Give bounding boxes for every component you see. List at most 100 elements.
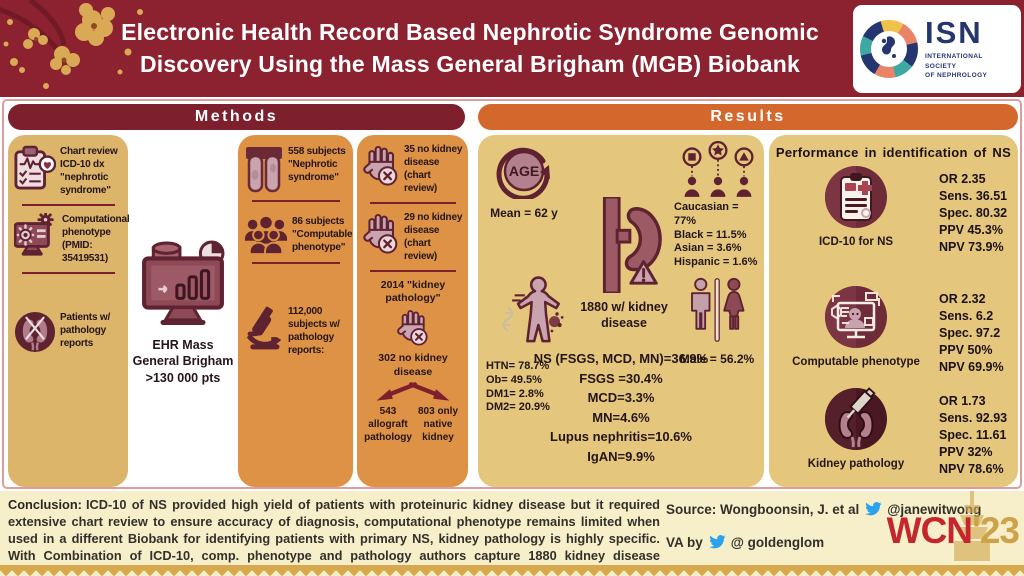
cohort-item-label: 112,000 subjects w/ pathology reports: (288, 306, 340, 356)
kidney-biopsy-icon (14, 311, 56, 353)
poster-title: Electronic Health Record Based Nephrotic… (121, 18, 819, 77)
twitter-icon[interactable] (864, 500, 882, 518)
results-cohort-card: AGE Mean = 62 y Cauca (478, 135, 764, 487)
divider (22, 272, 115, 274)
age-icon-label: AGE (509, 163, 539, 179)
branch-right-label: 803 only native kidney (417, 405, 459, 443)
va-prefix: VA by (666, 534, 703, 550)
exclusion-item-1: 35 no kidney disease (chart review) (362, 143, 464, 195)
isn-acronym: ISN (925, 14, 983, 50)
cohort-item-nephrotic: 558 subjects "Nephrotic syndrome" (244, 145, 348, 193)
performance-row-stats: OR 1.73 Sens. 92.93 Spec. 11.61 PPV 32% … (939, 394, 1008, 476)
source-line: Source: Wongboonsin, J. et al @janewitwo… (666, 500, 981, 518)
performance-row-label: Kidney pathology (807, 458, 905, 470)
isn-ring-icon (860, 20, 918, 78)
temple-silhouette-icon (954, 491, 990, 561)
methods-section-header: Methods (8, 104, 465, 130)
results-section-header: Results (478, 104, 1018, 130)
gold-zigzag-border (0, 565, 1024, 576)
cohort-item-computable: 86 subjects "Computable phenotype" (244, 215, 353, 255)
header-banner: Electronic Health Record Based Nephrotic… (0, 0, 1024, 97)
exclusion-item-label: 35 no kidney disease (chart review) (404, 144, 463, 194)
methods-cohort-card: 558 subjects "Nephrotic syndrome" 86 sub… (238, 135, 353, 487)
male-female-icon (691, 277, 745, 342)
divider (252, 200, 340, 202)
twitter-icon[interactable] (708, 533, 726, 551)
hand-stop-icon (363, 213, 398, 254)
isn-logo: ISN INTERNATIONAL SOCIETY OF NEPHROLOGY (853, 5, 1021, 93)
computable-phenotype-screen-icon (825, 286, 887, 348)
chart-review-icon (14, 145, 56, 190)
source-twitter-handle[interactable]: @janewitwong (887, 501, 982, 517)
conclusion-text: Conclusion: ICD-10 of NS provided high yi… (8, 497, 660, 576)
divider (370, 202, 456, 204)
age-caption: Mean = 62 y (490, 206, 558, 220)
wcn-text: WCN (886, 510, 973, 551)
performance-row-label: Computable phenotype (792, 356, 920, 368)
divider (252, 262, 340, 264)
kidney-pathology-icon (825, 387, 887, 450)
wcn23-logo: WCN'23 (886, 510, 1020, 552)
isn-wordmark: ISN INTERNATIONAL SOCIETY OF NEPHROLOGY (925, 17, 1014, 81)
ehr-source-block: EHR Mass General Brigham >130 000 pts (130, 240, 236, 386)
ehr-caption: EHR Mass General Brigham >130 000 pts (132, 338, 234, 385)
pipeline-item-pathology: Patients w/ pathology reports (14, 311, 123, 353)
diagnosis-breakdown: NS (FSGS, MCD, MN)=36.9% FSGS =30.4% MCD… (533, 351, 709, 464)
wcn-year: '23 (972, 510, 1020, 551)
exclusion-item-2: 29 no kidney disease (chart review) (362, 211, 464, 263)
branch-left-label: 543 allograft pathology (364, 405, 412, 443)
performance-row-computable: Computable phenotype OR 2.32 Sens. 6.2 S… (773, 285, 1014, 375)
pathology-excluded-label: 302 no kidney disease (378, 352, 448, 378)
ethnicity-caption: Caucasian = 77% Black = 11.5% Asian = 3.… (674, 201, 758, 268)
cohort-item-label: 86 subjects "Computable phenotype" (292, 216, 353, 253)
isn-name: INTERNATIONAL SOCIETY OF NEPHROLOGY (925, 52, 988, 80)
computational-phenotype-icon (14, 213, 54, 256)
kidney-warning-icon (602, 195, 662, 295)
cohort-item-pathology: 112,000 subjects w/ pathology reports: (244, 305, 348, 357)
sex-caption: Male = 56.2% (679, 352, 755, 366)
conclusion-label: Conclusion: (8, 497, 82, 512)
pipeline-item-chart-review: Chart review ICD-10 dx "nephrotic syndro… (14, 145, 123, 197)
va-line: VA by @ goldenglom (666, 533, 824, 551)
pathology-branch-block: 2014 "kidney pathology" 302 no kidney di… (362, 279, 464, 444)
cohort-item-label: 558 subjects "Nephrotic syndrome" (288, 146, 346, 183)
pipeline-item-computational-phenotype: Computational phenotype (PMID: 35419531) (14, 213, 130, 265)
pipeline-item-label: Patients w/ pathology reports (60, 312, 111, 349)
people-group-icon (244, 216, 288, 255)
body-phenotype-icon (502, 276, 564, 343)
va-twitter-handle[interactable]: @ goldenglom (730, 534, 825, 550)
microscope-icon (246, 306, 282, 350)
source-prefix: Source: Wongboonsin, J. et al (666, 501, 860, 517)
comorbidities-block: HTN= 78.7% Ob= 49.5% DM1= 2.8% DM2= 20.9… (486, 275, 636, 415)
kidney-disease-caption: 1880 w/ kidney disease (580, 300, 668, 330)
performance-row-icd10: ICD-10 for NS OR 2.35 Sens. 36.51 Spec. … (773, 165, 1014, 255)
demographics-icon (682, 141, 754, 197)
ehr-database-monitor-icon (142, 240, 225, 325)
swollen-legs-icon (246, 147, 282, 193)
hand-stop-icon (363, 145, 398, 186)
methods-pipeline-card: Chart review ICD-10 dx "nephrotic syndro… (8, 135, 130, 487)
performance-card: Performance in identification of NS ICD-… (769, 135, 1018, 487)
branch-arrows-icon (376, 381, 450, 401)
branch-labels: 543 allograft pathology 803 only native … (362, 405, 464, 444)
kidney-disease-block: 1880 w/ kidney disease (568, 195, 680, 331)
ethnicity-block: Caucasian = 77% Black = 11.5% Asian = 3.… (674, 141, 762, 270)
divider (22, 204, 115, 206)
conclusion-bar: Conclusion: ICD-10 of NS provided high yi… (0, 491, 1024, 576)
performance-title: Performance in identification of NS (775, 145, 1012, 160)
exclusion-item-label: 29 no kidney disease (chart review) (404, 212, 463, 262)
pathology-header: 2014 "kidney pathology" (380, 279, 446, 305)
pipeline-item-label: Chart review ICD-10 dx "nephrotic syndro… (60, 146, 118, 196)
age-cycle-icon: AGE (496, 147, 550, 201)
age-block: AGE Mean = 62 y (486, 143, 562, 221)
hand-stop-icon (397, 310, 428, 346)
performance-row-pathology: Kidney pathology OR 1.73 Sens. 92.93 Spe… (773, 387, 1014, 477)
icd10-record-icon (825, 166, 887, 228)
isn-center-glyph-icon (881, 36, 896, 58)
divider (370, 270, 456, 272)
comorbidities-caption: HTN= 78.7% Ob= 49.5% DM1= 2.8% DM2= 20.9… (486, 360, 550, 414)
conclusion-body: ICD-10 of NS provided high yield of pati… (8, 497, 660, 576)
performance-row-label: ICD-10 for NS (818, 236, 894, 248)
methods-exclusion-card: 35 no kidney disease (chart review) 29 n… (357, 135, 468, 487)
